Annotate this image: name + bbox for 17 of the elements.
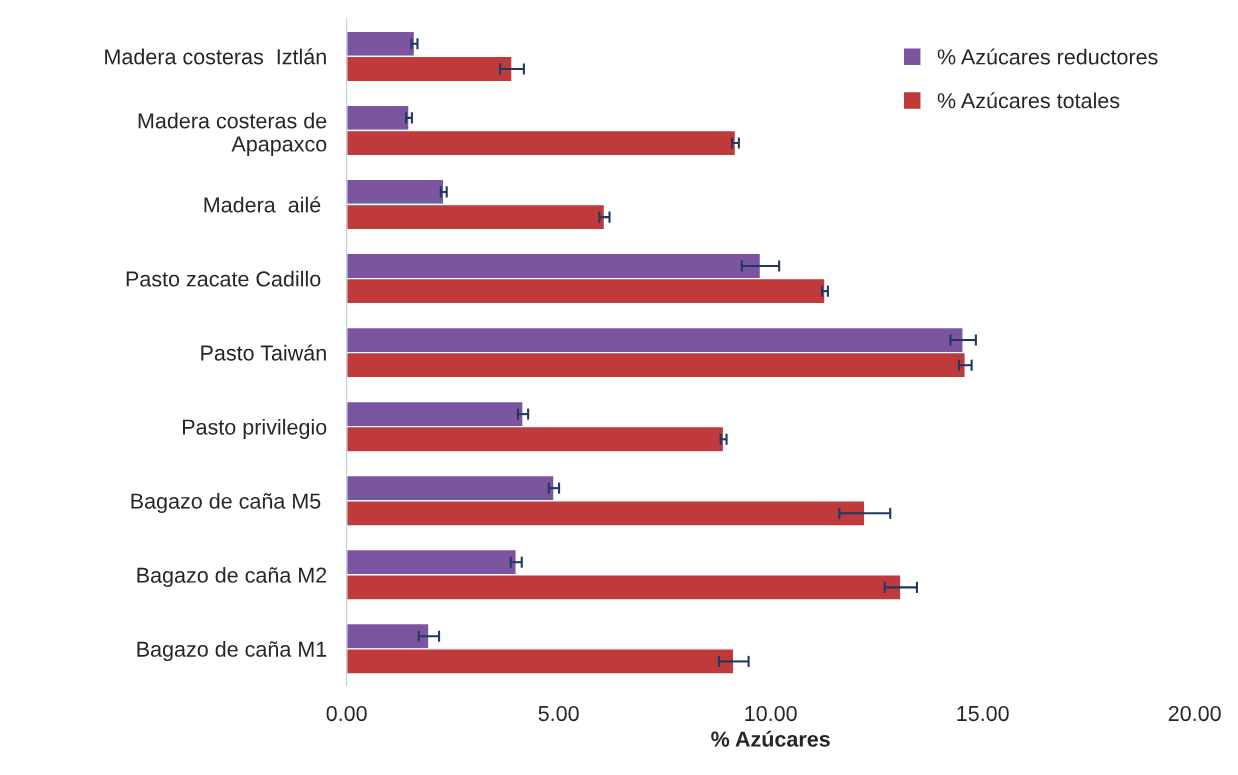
- x-tick-label: 5.00: [538, 705, 579, 722]
- x-axis-title: % Azúcares: [711, 730, 830, 747]
- legend-label: % Azúcares totales: [937, 92, 1120, 109]
- y-tick-label: Madera ailé: [204, 196, 321, 213]
- y-tick-label: Pasto privilegio: [182, 418, 327, 439]
- x-tick-label: 15.00: [957, 705, 1009, 722]
- y-tick-label: Pasto Taiwán: [201, 344, 326, 361]
- legend-label: % Azúcares reductores: [937, 48, 1158, 65]
- y-tick-label: Madera costeras de Apapaxco: [138, 112, 327, 156]
- x-tick-label: 20.00: [1168, 705, 1221, 722]
- x-tick-label: 0.00: [326, 705, 367, 722]
- y-tick-label: Bagazo de caña M2: [137, 566, 327, 588]
- y-tick-label: Bagazo de caña M1: [137, 641, 327, 662]
- x-tick-label: 10.00: [745, 705, 797, 722]
- y-tick-label: Bagazo de caña M5: [131, 492, 321, 513]
- y-tick-label: Madera costeras Iztlán: [105, 48, 326, 65]
- y-tick-label: Pasto zacate Cadillo: [126, 270, 321, 287]
